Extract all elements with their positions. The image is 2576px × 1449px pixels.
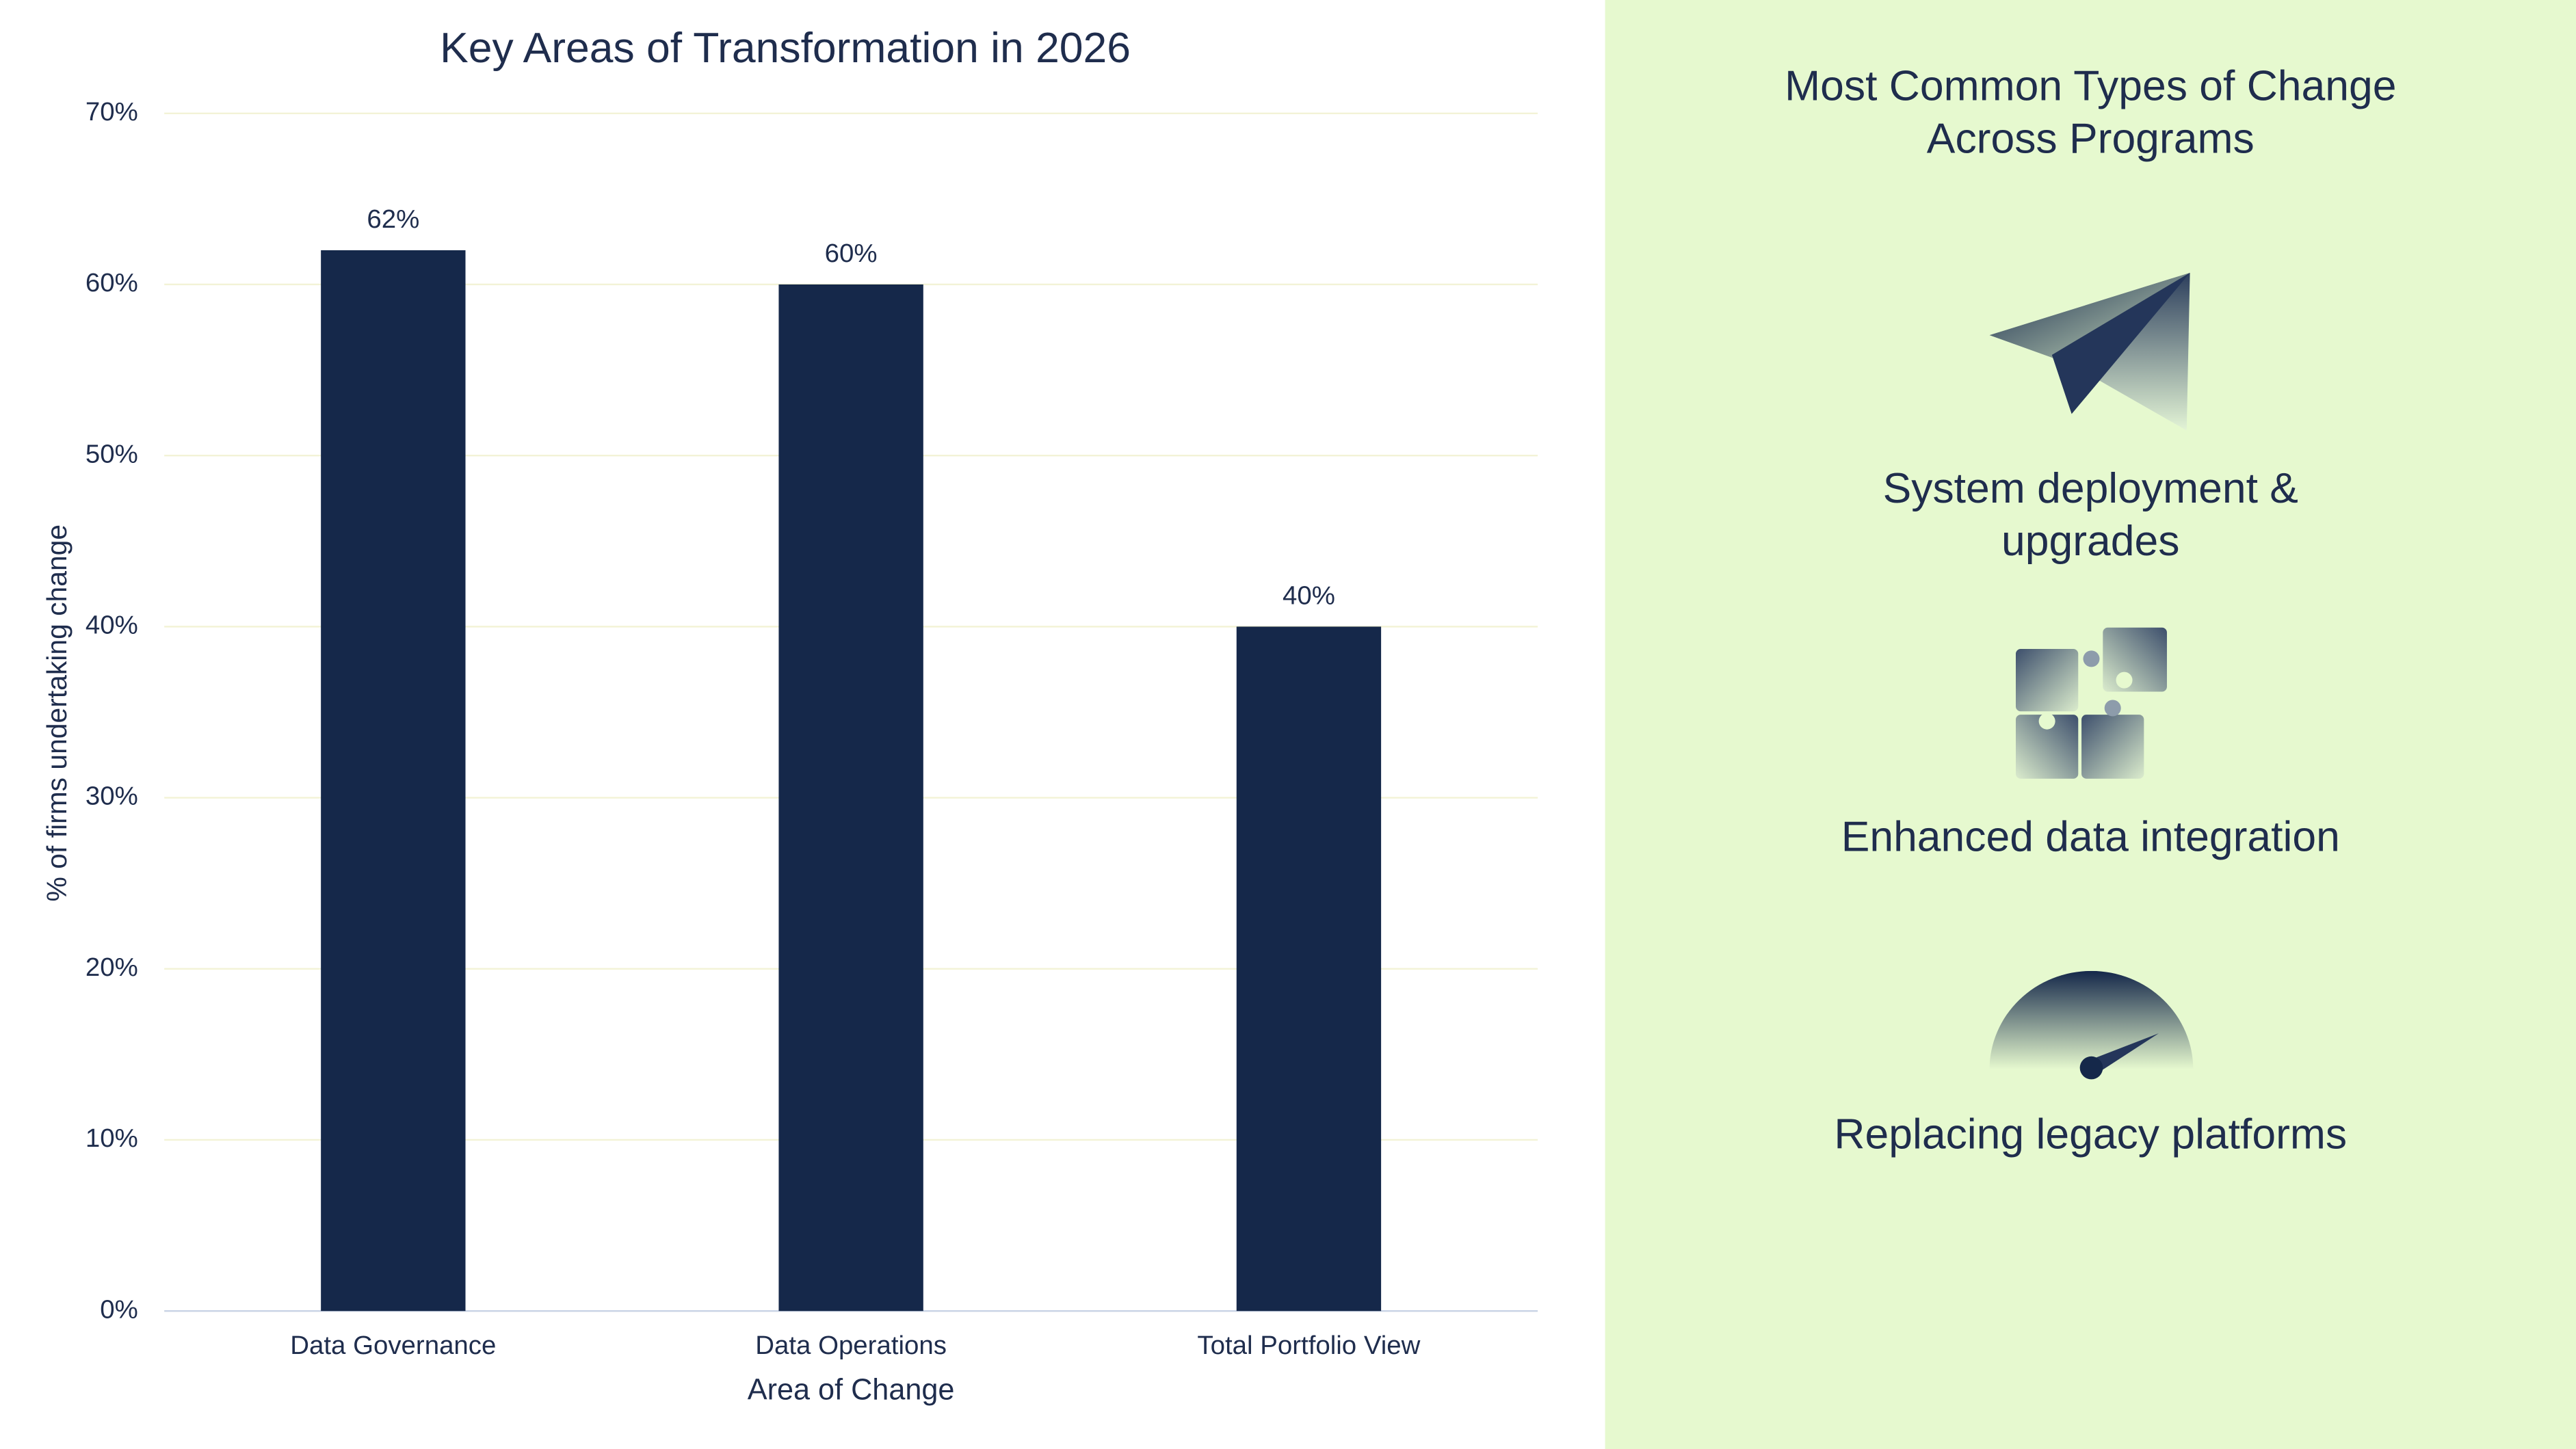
- y-tick-label: 20%: [86, 953, 138, 982]
- y-tick-label: 70%: [86, 97, 138, 127]
- x-tick-label: Data Operations: [755, 1331, 947, 1360]
- y-axis-label: % of firms undertaking change: [41, 524, 73, 902]
- item-label: Enhanced data integration: [1841, 811, 2340, 861]
- item-label: Replacing legacy platforms: [1834, 1108, 2348, 1158]
- y-tick-label: 40%: [86, 611, 138, 640]
- y-tick-label: 0%: [100, 1294, 138, 1324]
- value-label: 60%: [825, 239, 878, 268]
- value-label: 40%: [1283, 581, 1335, 610]
- item-label: System deployment & upgrades: [1882, 463, 2298, 566]
- x-tick-label: Total Portfolio View: [1197, 1331, 1420, 1360]
- panel-title: Most Common Types of Change Across Progr…: [1785, 60, 2397, 163]
- y-tick-label: 10%: [86, 1124, 138, 1153]
- paper-plane-icon: [1989, 272, 2190, 431]
- y-tick-label: 50%: [86, 439, 138, 468]
- chart-title: Key Areas of Transformation in 2026: [440, 24, 1131, 72]
- y-tick-label: 30%: [86, 782, 138, 811]
- x-tick-label: Data Governance: [290, 1331, 496, 1360]
- bar: [321, 250, 466, 1312]
- side-panel: Most Common Types of Change Across Progr…: [1605, 0, 2576, 1449]
- bar: [1236, 626, 1382, 1312]
- puzzle-icon: [2015, 627, 2167, 779]
- bar: [778, 284, 923, 1312]
- x-axis-label: Area of Change: [748, 1373, 955, 1406]
- gauge-icon: [1989, 970, 2194, 1080]
- y-tick-label: 60%: [86, 268, 138, 297]
- chart: Key Areas of Transformation in 2026 Area…: [41, 24, 1538, 1406]
- value-label: 62%: [367, 204, 419, 234]
